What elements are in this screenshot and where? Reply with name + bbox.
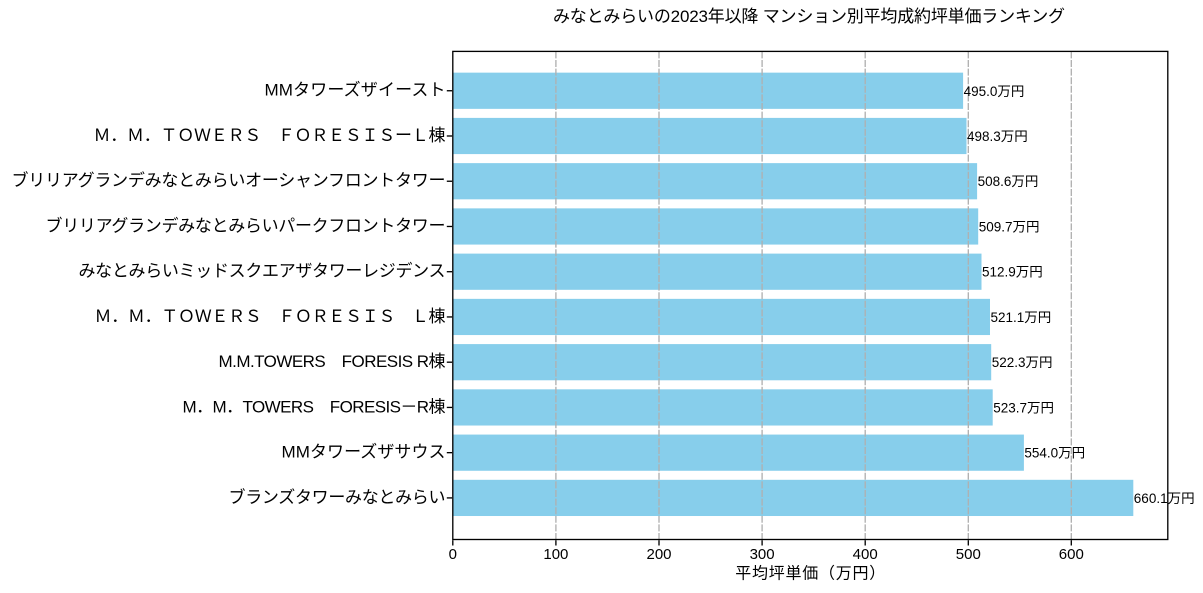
- svg-text:200: 200: [646, 546, 671, 563]
- svg-text:Ｍ．Ｍ．ＴＯＷＥＲＳ ＦＯＲＥＳＩＳーＬ棟: Ｍ．Ｍ．ＴＯＷＥＲＳ ＦＯＲＥＳＩＳーＬ棟: [94, 126, 446, 145]
- svg-text:ブランズタワーみなとみらい: ブランズタワーみなとみらい: [229, 487, 446, 507]
- svg-text:500: 500: [956, 546, 981, 563]
- svg-text:M.M.TOWERS FORESIS R棟: M.M.TOWERS FORESIS R棟: [219, 352, 446, 371]
- svg-text:554.0万円: 554.0万円: [1024, 446, 1085, 461]
- svg-text:600: 600: [1059, 546, 1084, 563]
- svg-text:498.3万円: 498.3万円: [967, 129, 1028, 144]
- svg-text:M．M．TOWERS FORESIS－R棟: M．M．TOWERS FORESIS－R棟: [183, 397, 446, 416]
- svg-text:400: 400: [853, 546, 878, 563]
- svg-text:Ｍ．Ｍ．ＴＯＷＥＲＳ ＦＯＲＥＳＩＳ Ｌ棟: Ｍ．Ｍ．ＴＯＷＥＲＳ ＦＯＲＥＳＩＳ Ｌ棟: [95, 307, 446, 326]
- svg-text:みなとみらいミッドスクエアザタワーレジデンス: みなとみらいミッドスクエアザタワーレジデンス: [79, 261, 446, 281]
- svg-text:660.1万円: 660.1万円: [1134, 491, 1195, 506]
- svg-text:100: 100: [543, 546, 568, 563]
- svg-text:MMタワーズザサウス: MMタワーズザサウス: [282, 443, 446, 462]
- svg-text:495.0万円: 495.0万円: [964, 84, 1025, 99]
- svg-text:509.7万円: 509.7万円: [979, 219, 1040, 234]
- svg-text:521.1万円: 521.1万円: [991, 310, 1052, 325]
- svg-text:523.7万円: 523.7万円: [993, 400, 1054, 415]
- svg-text:512.9万円: 512.9万円: [982, 265, 1043, 280]
- svg-text:ブリリアグランデみなとみらいオーシャンフロントタワー: ブリリアグランデみなとみらいオーシャンフロントタワー: [12, 170, 446, 190]
- svg-text:みなとみらいの2023年以降 マンション別平均成約坪単価ラン: みなとみらいの2023年以降 マンション別平均成約坪単価ランキング: [553, 7, 1065, 26]
- svg-text:ブリリアグランデみなとみらいパークフロントタワー: ブリリアグランデみなとみらいパークフロントタワー: [46, 215, 446, 235]
- svg-text:0: 0: [449, 546, 457, 563]
- svg-text:508.6万円: 508.6万円: [978, 174, 1039, 189]
- svg-text:522.3万円: 522.3万円: [992, 355, 1053, 370]
- svg-text:MMタワーズザイースト: MMタワーズザイースト: [265, 81, 446, 100]
- svg-text:平均坪単価（万円）: 平均坪単価（万円）: [735, 565, 885, 583]
- svg-text:300: 300: [750, 546, 775, 563]
